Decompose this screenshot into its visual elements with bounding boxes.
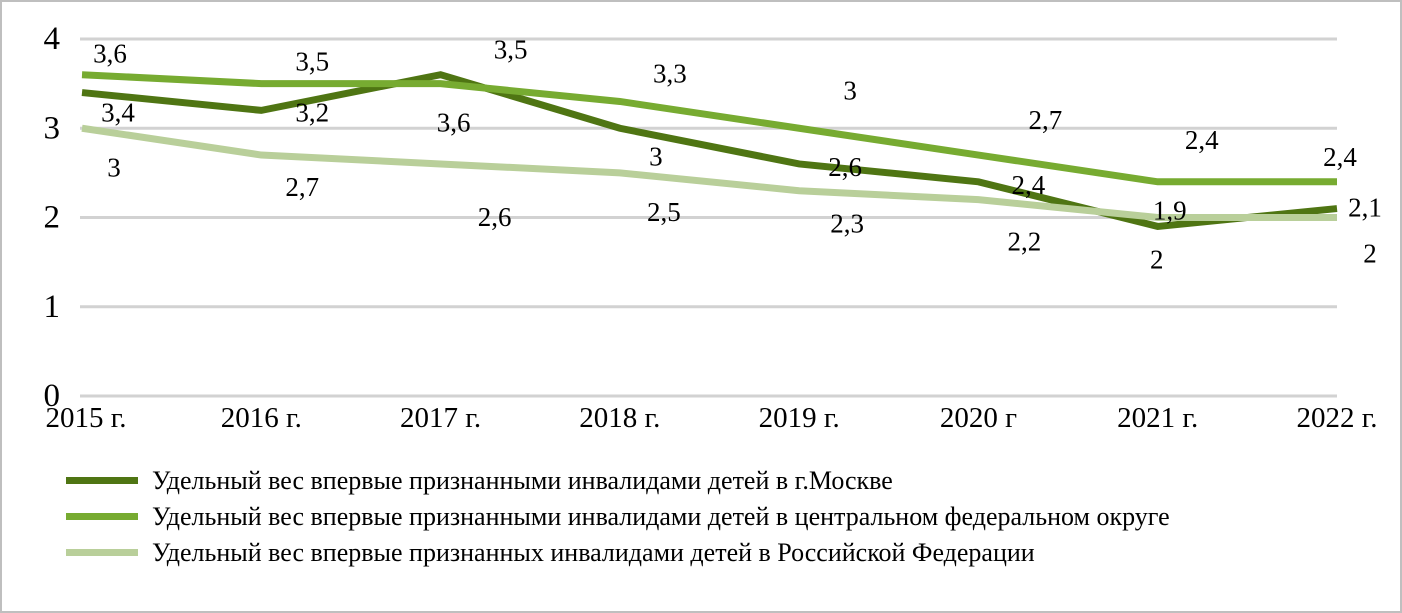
data-label-moscow: 3,2 (295, 97, 329, 127)
y-tick-label: 1 (44, 289, 61, 325)
x-axis-label: 2017 г. (400, 402, 481, 434)
series-line-russia (81, 124, 1337, 221)
legend-swatch-russia (66, 549, 138, 556)
legend-swatch-moscow (66, 477, 138, 484)
data-label-central-district: 2,4 (1185, 125, 1219, 155)
legend-item-russia: Удельный вес впервые признанных инвалида… (66, 537, 1170, 568)
data-label-moscow: 2,1 (1348, 193, 1382, 223)
legend-item-central-district: Удельный вес впервые признанными инвалид… (66, 501, 1170, 532)
series-line-moscow (81, 71, 1338, 230)
y-tick-label: 0 (44, 378, 61, 414)
data-label-russia: 2,3 (830, 209, 864, 239)
x-axis-label: 2016 г. (221, 402, 302, 434)
legend-label-central-district: Удельный вес впервые признанными инвалид… (152, 501, 1170, 531)
x-axis-label: 2019 г. (759, 402, 840, 434)
data-label-russia: 2 (1150, 245, 1164, 275)
data-label-russia: 3 (107, 152, 121, 182)
data-label-moscow: 2,6 (828, 152, 862, 182)
line-chart: 0 1 2 3 4 2015 г. 2016 г. 2017 г. 2018 г. 2019 г.… (44, 21, 1382, 434)
data-label-central-district: 3,5 (494, 35, 528, 65)
legend-item-moscow: Удельный вес впервые признанными инвалид… (66, 465, 1170, 496)
legend-label-russia: Удельный вес впервые признанных инвалида… (152, 537, 1035, 567)
data-label-central-district: 3 (843, 75, 857, 105)
data-label-moscow: 2,4 (1012, 170, 1046, 200)
legend-swatch-central-district (66, 513, 138, 520)
x-axis-label: 2021 г. (1117, 402, 1198, 434)
data-label-moscow: 3,6 (437, 108, 471, 138)
data-label-central-district: 3,6 (93, 39, 127, 69)
chart-legend: Удельный вес впервые признанными инвалид… (66, 465, 1170, 568)
y-tick-label: 4 (44, 21, 61, 57)
data-label-central-district: 3,5 (295, 47, 329, 77)
data-label-central-district: 2,4 (1323, 142, 1357, 172)
data-label-moscow: 3 (649, 141, 663, 171)
x-axis-label: 2018 г. (579, 402, 660, 434)
x-axis-label: 2015 г. (45, 402, 126, 434)
series-line-central-district (81, 71, 1337, 186)
data-label-central-district: 2,7 (1029, 105, 1063, 135)
x-axis-label: 2020 г (940, 402, 1017, 434)
data-label-russia: 2,2 (1008, 227, 1042, 257)
y-tick-label: 3 (44, 110, 61, 146)
data-label-moscow: 3,4 (101, 98, 135, 128)
x-axis-label: 2022 г. (1296, 402, 1377, 434)
data-label-russia: 2,7 (285, 172, 319, 202)
data-label-russia: 2,6 (478, 202, 512, 232)
data-label-central-district: 3,3 (653, 58, 687, 88)
legend-label-moscow: Удельный вес впервые признанными инвалид… (152, 465, 893, 495)
data-label-moscow: 1,9 (1153, 195, 1187, 225)
data-label-russia: 2 (1363, 239, 1377, 269)
data-label-russia: 2,5 (647, 197, 681, 227)
y-tick-label: 2 (44, 200, 61, 236)
